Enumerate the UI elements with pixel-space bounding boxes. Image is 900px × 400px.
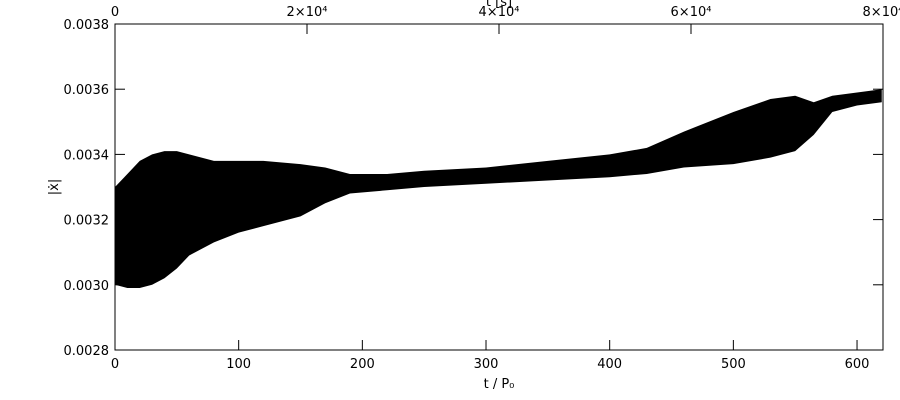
x-tick-label: 500 <box>721 357 746 372</box>
x2-tick-label: 6×10⁴ <box>671 5 712 20</box>
y-axis-title: |ẋ| <box>47 179 62 195</box>
x-axis-title: t / P₀ <box>484 377 515 392</box>
x-tick-label: 600 <box>845 357 870 372</box>
y-tick-label: 0.0032 <box>64 214 110 229</box>
x-tick-label: 0 <box>111 357 119 372</box>
y-tick-label: 0.0034 <box>64 148 110 163</box>
x2-tick-label: 2×10⁴ <box>287 5 328 20</box>
signal-band <box>115 89 882 289</box>
x-tick-label: 200 <box>350 357 375 372</box>
y-tick-label: 0.0036 <box>64 83 110 98</box>
x2-tick-label: 0 <box>111 5 119 20</box>
top-axis-title: t [s] <box>486 0 512 10</box>
y-tick-label: 0.0038 <box>64 18 110 33</box>
x-tick-label: 400 <box>597 357 622 372</box>
x2-tick-label: 4×10⁴ <box>479 5 520 20</box>
x-tick-label: 100 <box>226 357 251 372</box>
x2-tick-label: 8×10⁴ <box>863 5 900 20</box>
x-tick-label: 300 <box>474 357 499 372</box>
y-tick-label: 0.0030 <box>64 279 110 294</box>
y-tick-label: 0.0028 <box>64 344 110 359</box>
